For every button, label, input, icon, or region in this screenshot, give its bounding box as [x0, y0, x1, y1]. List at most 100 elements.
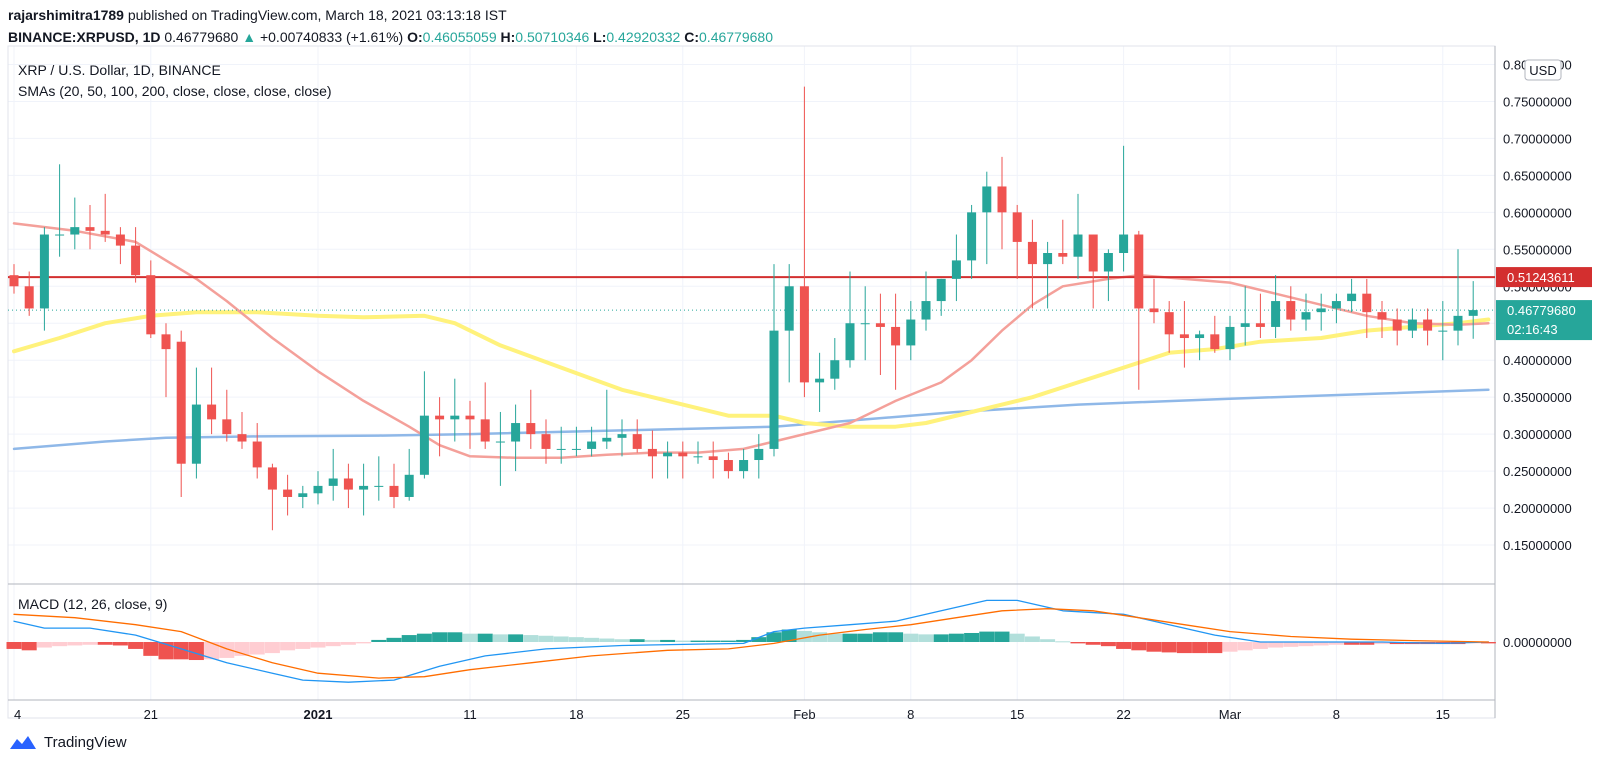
macd-histogram-bar	[462, 633, 478, 642]
candle	[1453, 249, 1463, 346]
macd-histogram-bar	[1252, 642, 1268, 649]
candle-body	[906, 319, 916, 346]
macd-histogram-bar	[994, 631, 1010, 642]
macd-histogram-bar	[477, 633, 493, 642]
candle-body	[313, 485, 323, 494]
macd-histogram-bar	[1222, 642, 1238, 652]
candle-body	[450, 415, 460, 420]
candle	[663, 441, 673, 479]
candle-body	[267, 467, 277, 490]
candle	[207, 367, 217, 435]
last-price-label: 0.46779680	[1507, 303, 1576, 318]
candle	[769, 264, 779, 457]
macd-histogram-bar	[660, 639, 676, 642]
macd-histogram-bar	[1040, 639, 1056, 642]
macd-histogram-bar	[1009, 633, 1025, 642]
macd-histogram-bar	[1085, 642, 1101, 645]
up-triangle-icon: ▲	[242, 29, 257, 45]
currency-badge[interactable]	[1524, 59, 1562, 81]
candle-body	[1088, 234, 1098, 272]
candle	[1103, 249, 1113, 302]
macd-histogram-bar	[356, 642, 372, 644]
candle-body	[1103, 253, 1113, 272]
price-axis: 0.800000000.750000000.700000000.65000000…	[1496, 57, 1592, 650]
candle	[1225, 315, 1235, 361]
candle-body	[161, 334, 171, 350]
candle-body	[100, 230, 110, 235]
currency-label: USD	[1529, 63, 1556, 78]
candle	[465, 400, 475, 449]
macd-histogram-bar	[1100, 642, 1116, 647]
candle	[1468, 281, 1478, 339]
candle	[951, 234, 961, 302]
change-value: +0.00740833 (+1.61%)	[259, 29, 404, 45]
macd-histogram-bar	[97, 642, 113, 645]
candle	[1134, 230, 1144, 390]
candle-body	[1134, 234, 1144, 309]
candle	[222, 389, 232, 442]
macd-histogram-bar	[112, 642, 128, 646]
author-name[interactable]: rajarshimitra1789	[8, 7, 124, 23]
tradingview-logo[interactable]: TradingView	[8, 733, 127, 751]
price-tick-label: 0.65000000	[1503, 168, 1572, 183]
ohlc-line: BINANCE:XRPUSD, 1D 0.46779680 ▲ +0.00740…	[8, 26, 773, 48]
candle	[495, 411, 505, 486]
candle-body	[663, 452, 673, 457]
candle-body	[1377, 312, 1387, 320]
macd-histogram-bar	[1374, 642, 1390, 645]
candle	[632, 419, 642, 453]
macd-histogram-bar	[295, 642, 311, 649]
candle-body	[1316, 308, 1326, 313]
macd-histogram-bar	[523, 635, 539, 642]
time-tick-label: 8	[1333, 707, 1340, 722]
macd-histogram-bar	[675, 640, 691, 642]
time-tick-label: Mar	[1219, 707, 1242, 722]
candle-body	[237, 434, 247, 442]
candle	[1377, 301, 1387, 339]
candle	[997, 156, 1007, 250]
macd-histogram-bar	[918, 634, 934, 642]
candle-body	[723, 460, 733, 472]
candle	[906, 301, 916, 361]
candle-body	[298, 493, 308, 497]
candle-body	[1225, 326, 1235, 350]
candle	[739, 448, 749, 479]
candle-body	[708, 456, 718, 461]
price-tick-label: 0.40000000	[1503, 353, 1572, 368]
candle	[1149, 278, 1159, 324]
candle	[55, 164, 65, 257]
candle	[39, 227, 49, 331]
macd-histogram-bar	[143, 642, 159, 656]
legend-title: XRP / U.S. Dollar, 1D, BINANCE	[18, 62, 221, 78]
price-tick-label: 0.25000000	[1503, 464, 1572, 479]
macd-histogram-bar	[599, 638, 615, 642]
candle-body	[343, 478, 353, 490]
candle-body	[982, 186, 992, 213]
macd-histogram-bar	[188, 642, 204, 661]
candle-body	[997, 186, 1007, 213]
macd-histogram-bar	[1359, 642, 1375, 645]
candle	[24, 271, 34, 316]
candle	[526, 389, 536, 449]
candle	[754, 434, 764, 479]
sma-lines	[12, 222, 1491, 460]
candle-body	[511, 423, 521, 442]
candle-body	[693, 456, 703, 458]
macd-histogram-bar	[52, 642, 68, 647]
macd-histogram-bar	[781, 629, 797, 642]
candle-body	[252, 441, 262, 468]
candle	[419, 371, 429, 479]
candle	[1271, 275, 1281, 339]
candle	[267, 463, 277, 531]
time-tick-label: 4	[14, 707, 21, 722]
candle-body	[617, 434, 627, 438]
candle	[723, 452, 733, 479]
time-tick-label: 18	[569, 707, 583, 722]
candle-body	[359, 485, 369, 490]
macd-histogram-bar	[812, 632, 828, 642]
candle-body	[1043, 253, 1053, 265]
candle-body	[632, 434, 642, 449]
high-value: 0.50710346	[515, 29, 590, 45]
candle-body	[146, 275, 156, 335]
